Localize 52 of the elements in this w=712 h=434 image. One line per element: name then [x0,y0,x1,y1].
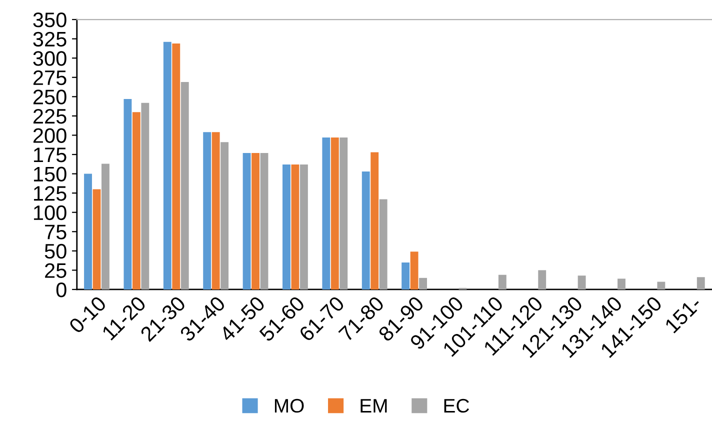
bar [180,82,189,290]
bar [282,164,290,290]
bar [132,112,140,290]
y-tick-label: 100 [34,205,66,220]
bar [340,138,348,290]
bar [84,174,92,290]
legend-label: MO [274,398,304,413]
legend-label: EC [444,398,470,413]
bar [102,164,110,290]
y-tick-label: 275 [33,70,66,86]
y-tick-label: 75 [45,224,66,240]
bar [141,102,150,290]
bar [362,171,370,290]
bar [92,189,101,290]
bar [322,138,330,290]
bar [657,282,666,290]
bar [330,138,339,290]
bar [538,270,546,290]
bar [379,199,388,290]
y-tick-label: 350 [33,12,66,28]
y-tick-label: 0 [56,282,66,298]
bar [410,252,418,290]
bar [578,276,586,290]
bar [212,132,220,290]
bar [696,277,705,290]
bar [163,42,172,290]
bar [291,164,300,290]
bar [252,152,260,290]
x-tick-label: 151- [664,296,702,334]
y-tick-label: 325 [33,32,66,47]
legend-label: EM [360,399,387,412]
bar [498,274,506,290]
y-tick-label: 300 [33,51,66,66]
bar [618,278,626,290]
bar [172,43,180,290]
y-tick-label: 150 [34,166,66,182]
bar [260,152,268,290]
bar [402,262,410,290]
y-tick-label: 175 [34,148,66,162]
bar [300,164,308,290]
y-tick-label: 125 [34,186,66,201]
bar [203,132,212,290]
y-tick-label: 25 [45,263,66,278]
y-tick-label: 225 [33,108,66,124]
bar [242,152,251,290]
bar [419,278,427,290]
y-tick-label: 200 [33,128,66,143]
bar [370,152,379,290]
y-tick-label: 50 [44,244,66,259]
bar [220,142,229,290]
y-tick-label: 250 [33,90,66,104]
bar [124,98,132,290]
